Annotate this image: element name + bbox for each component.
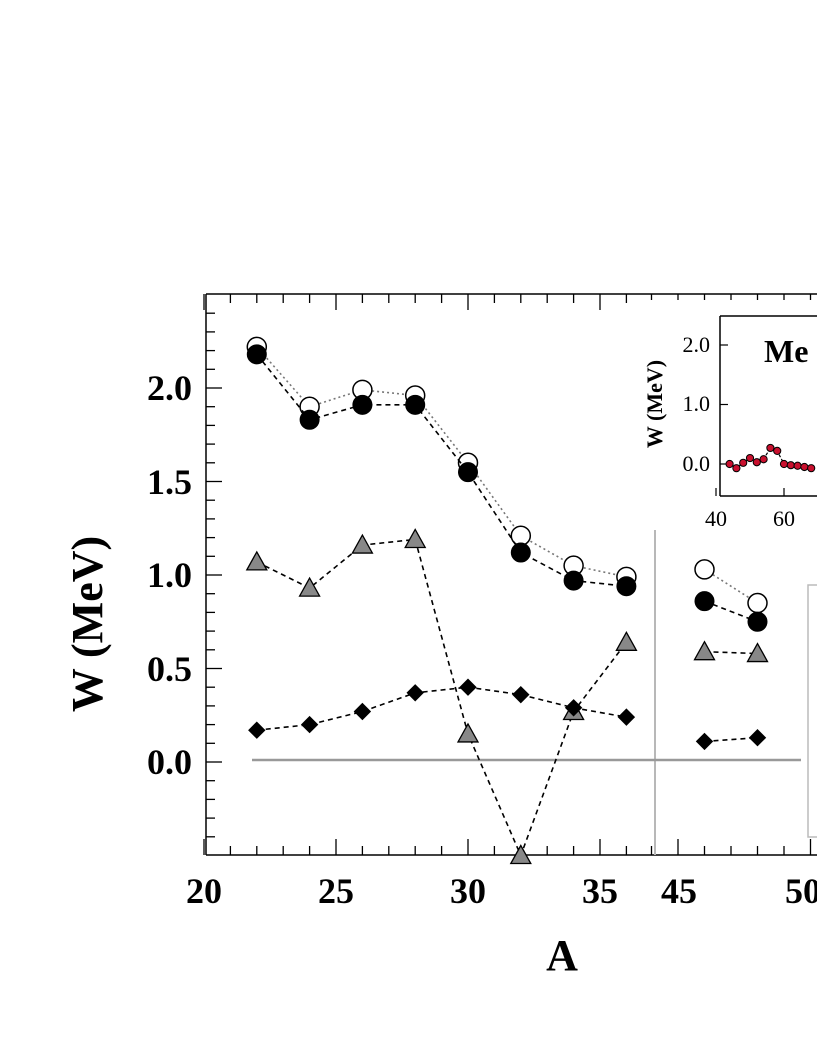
x-tick-label: 20 (186, 871, 222, 911)
inset-data-point (800, 462, 809, 472)
inset-data-point (732, 464, 741, 473)
data-point-filled-circle (694, 591, 715, 612)
data-point-triangle (456, 722, 480, 743)
data-point-filled-circle (510, 542, 531, 563)
inset-series (725, 443, 816, 473)
inset-background (640, 300, 817, 530)
data-point-triangle (404, 528, 427, 549)
y-tick-label: 0.5 (147, 649, 192, 689)
data-point-filled-circle (616, 576, 637, 597)
series-line (256, 686, 627, 732)
inset-data-point (745, 453, 755, 463)
x-tick-label: 45 (661, 871, 697, 911)
inset-data-point (786, 461, 795, 470)
inset-ticks (715, 344, 785, 496)
x-tick-label: 25 (318, 871, 354, 911)
data-point-filled-circle (246, 344, 267, 365)
y-tick-label: 1.5 (147, 462, 192, 502)
inset-y-tick-label: 0.0 (683, 451, 711, 476)
x-tick-label: 30 (450, 871, 486, 911)
data-point-triangle (746, 642, 769, 663)
data-point-diamond (406, 684, 424, 702)
data-point-triangle (298, 576, 321, 597)
inset-data-point (739, 458, 748, 467)
inset-y-tick-label: 2.0 (683, 332, 711, 357)
series-line (704, 650, 758, 655)
data-point-diamond (300, 715, 319, 734)
series-line (256, 353, 627, 588)
data-point-triangle (351, 533, 374, 554)
y-tick-label: 2.0 (147, 368, 192, 408)
data-point-diamond (512, 685, 530, 704)
y-tick-label: 0.0 (147, 742, 192, 782)
inset-data-point (759, 455, 768, 464)
data-point-filled-circle (299, 409, 320, 430)
series-line (704, 568, 758, 604)
inset-data-point (793, 461, 802, 470)
data-point-diamond (564, 699, 583, 717)
data-point-filled-circle (747, 611, 768, 632)
x-axis-title: A (546, 931, 578, 980)
axis-ticks (203, 294, 812, 855)
inset-x-tick-label: 60 (773, 506, 795, 531)
x-tick-label: 35 (582, 871, 618, 911)
inset-data-point (752, 458, 761, 467)
data-point-triangle (615, 630, 638, 651)
data-point-diamond (695, 732, 714, 751)
data-point-diamond (353, 702, 372, 721)
data-point-diamond (748, 728, 767, 747)
data-point-filled-circle (352, 394, 373, 415)
data-point-triangle (245, 550, 268, 571)
y-tick-label: 1.0 (147, 555, 192, 595)
x-tick-labels: 20 25 30 35 45 50 (186, 871, 817, 911)
series-line (256, 538, 628, 858)
data-point-filled-circle (405, 394, 426, 415)
data-point-triangle (693, 640, 716, 661)
inset-chart: Me 0.0 1.0 2.0 40 60 W (MeV) (640, 300, 817, 531)
inset-data-point (779, 459, 789, 469)
y-axis-title: W (MeV) (63, 536, 112, 712)
y-tick-labels: 0.0 0.5 1.0 1.5 2.0 (147, 368, 192, 782)
inset-data-point (766, 443, 775, 453)
data-point-diamond (248, 721, 266, 739)
inset-x-tick-label: 40 (705, 506, 727, 531)
inset-y-axis-title: W (MeV) (642, 360, 667, 448)
inset-data-point (725, 459, 734, 469)
data-point-open-circle (747, 592, 768, 614)
data-point-filled-circle (563, 570, 584, 591)
inset-data-point (773, 446, 782, 456)
data-point-diamond (617, 708, 636, 726)
inset-data-point (807, 464, 816, 473)
x-tick-label: 50 (785, 871, 817, 911)
inset-y-tick-label: 1.0 (683, 391, 711, 416)
series-line (256, 346, 627, 578)
data-point-filled-circle (458, 462, 478, 483)
data-point-open-circle (694, 559, 715, 580)
data-point-triangle (509, 844, 532, 865)
series-group (245, 336, 769, 865)
inset-title: Me (764, 333, 808, 369)
data-point-diamond (459, 678, 477, 696)
right-side-box (807, 584, 817, 838)
